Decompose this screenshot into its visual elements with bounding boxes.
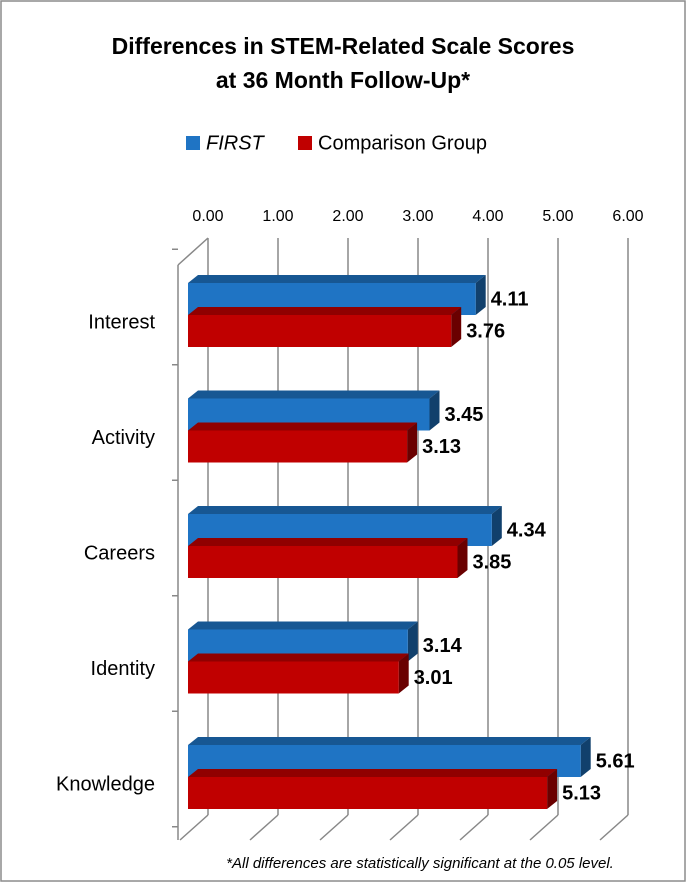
bar-top xyxy=(188,275,486,283)
legend-swatch xyxy=(298,136,312,150)
x-tick-label: 5.00 xyxy=(542,208,573,225)
y-tick-label: Knowledge xyxy=(56,773,155,795)
legend-label: FIRST xyxy=(206,132,266,154)
bar-side xyxy=(475,275,486,315)
bar-side xyxy=(580,737,591,777)
data-label: 4.11 xyxy=(491,288,529,310)
bar-top xyxy=(188,506,502,514)
grid-line xyxy=(529,814,559,841)
grid-line xyxy=(459,814,489,841)
chart-title: at 36 Month Follow-Up* xyxy=(216,67,470,93)
bar xyxy=(188,315,452,347)
grid-line xyxy=(389,814,419,841)
grid-line xyxy=(249,814,279,841)
axis-line xyxy=(177,237,209,266)
chart-title: Differences in STEM-Related Scale Scores xyxy=(112,33,575,59)
bar-side xyxy=(407,422,418,463)
bar xyxy=(188,661,399,694)
bar-side xyxy=(457,538,468,578)
bar xyxy=(188,777,548,809)
bar-side xyxy=(547,769,558,809)
data-label: 3.13 xyxy=(422,436,461,458)
bar-side xyxy=(407,621,418,662)
grid-line xyxy=(319,814,349,841)
y-tick-label: Identity xyxy=(91,658,155,680)
grid-line xyxy=(599,814,629,841)
bar-top xyxy=(188,422,418,431)
bar-side xyxy=(429,390,440,431)
bar-top xyxy=(188,737,591,745)
bar-top xyxy=(188,769,558,777)
data-label: 3.85 xyxy=(473,551,512,573)
bar-top xyxy=(188,390,440,399)
data-label: 4.34 xyxy=(507,519,547,541)
legend-label: Comparison Group xyxy=(318,132,487,154)
y-tick-label: Activity xyxy=(92,427,155,449)
bar-top xyxy=(188,621,418,630)
bar xyxy=(188,546,458,578)
x-tick-label: 0.00 xyxy=(192,208,223,225)
grid-line xyxy=(179,814,209,841)
x-tick-label: 4.00 xyxy=(472,208,503,225)
data-label: 5.13 xyxy=(562,782,601,804)
footnote: *All differences are statistically signi… xyxy=(226,855,614,872)
y-tick-label: Careers xyxy=(84,542,155,564)
legend-swatch xyxy=(186,136,200,150)
bar-top xyxy=(188,538,468,546)
bar-side xyxy=(451,307,462,347)
bar-top xyxy=(188,307,462,315)
bar xyxy=(188,430,408,463)
x-tick-label: 3.00 xyxy=(402,208,433,225)
x-tick-label: 6.00 xyxy=(612,208,643,225)
x-tick-label: 2.00 xyxy=(332,208,363,225)
data-label: 3.45 xyxy=(445,404,484,426)
bar-side xyxy=(491,506,502,546)
data-label: 3.14 xyxy=(423,635,463,657)
y-tick-label: Interest xyxy=(88,311,155,333)
data-label: 5.61 xyxy=(596,750,635,772)
x-tick-label: 1.00 xyxy=(262,208,293,225)
bar-top xyxy=(188,653,409,662)
bar-side xyxy=(398,653,409,694)
data-label: 3.01 xyxy=(414,667,453,689)
data-label: 3.76 xyxy=(466,320,505,342)
